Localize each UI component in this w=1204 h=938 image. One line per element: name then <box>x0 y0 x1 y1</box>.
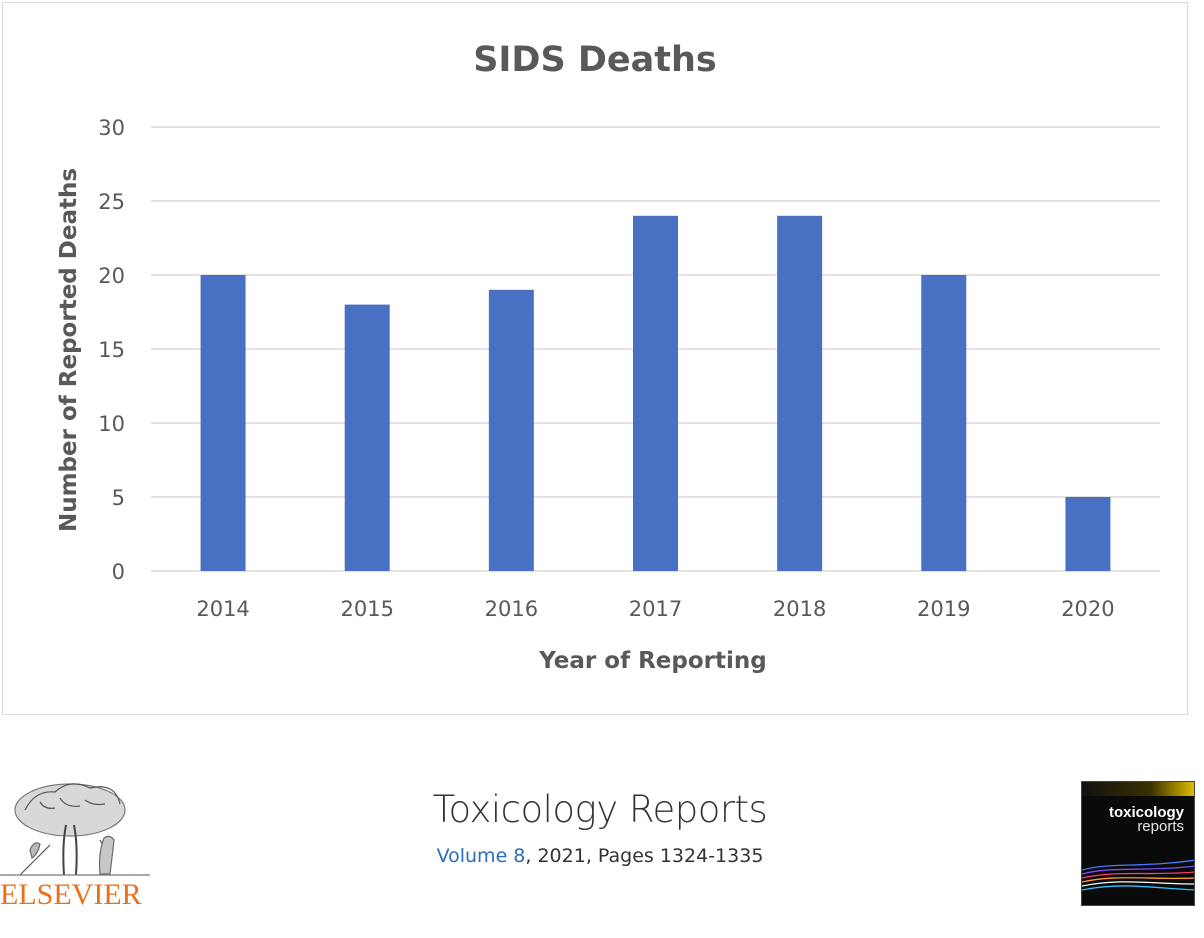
bar-2016 <box>488 289 534 571</box>
x-tick-label: 2020 <box>1061 597 1114 621</box>
article-footer: ELSEVIER Toxicology Reports Volume 8, 20… <box>0 770 1204 930</box>
y-axis-ticks: 0 5 10 15 20 25 30 <box>98 116 125 584</box>
x-tick-label: 2019 <box>917 597 970 621</box>
journal-title[interactable]: Toxicology Reports <box>432 788 768 831</box>
y-tick-label: 30 <box>98 116 125 140</box>
elsevier-wordmark: ELSEVIER <box>0 878 142 911</box>
cover-title-line1: toxicology <box>1108 804 1184 821</box>
citation-line: Volume 8, 2021, Pages 1324-1335 <box>300 845 900 867</box>
x-tick-label: 2015 <box>340 597 393 621</box>
chart-container: SIDS Deaths 0 5 10 15 20 25 30 2014 2015 2016 201… <box>2 2 1188 715</box>
bar-2018 <box>777 215 823 572</box>
y-tick-label: 15 <box>98 338 125 362</box>
x-tick-label: 2014 <box>196 597 249 621</box>
y-tick-label: 5 <box>112 486 125 510</box>
cover-title: toxicology reports <box>1108 804 1184 835</box>
bar-2017 <box>633 215 678 572</box>
y-axis-label: Number of Reported Deaths <box>56 168 82 532</box>
x-axis-ticks: 2014 2015 2016 2017 2018 2019 2020 <box>196 597 1114 621</box>
x-tick-label: 2018 <box>773 597 826 621</box>
cover-title-line2: reports <box>1137 818 1184 835</box>
bar-2014 <box>200 275 246 571</box>
elsevier-tree-logo[interactable]: ELSEVIER <box>0 780 150 911</box>
y-tick-label: 25 <box>98 190 125 214</box>
journal-info: Toxicology Reports Volume 8, 2021, Pages… <box>300 788 900 867</box>
tree-icon <box>0 783 150 876</box>
journal-cover-thumbnail[interactable]: toxicology reports <box>1081 781 1195 906</box>
volume-link[interactable]: Volume 8 <box>436 845 526 867</box>
bar-2019 <box>921 275 967 571</box>
bars <box>200 215 1111 572</box>
y-tick-label: 20 <box>98 264 125 288</box>
cover-artwork <box>1082 859 1194 891</box>
y-tick-label: 10 <box>98 412 125 436</box>
x-axis-label: Year of Reporting <box>538 648 766 674</box>
cover-banner <box>1082 782 1194 796</box>
x-tick-label: 2017 <box>629 597 682 621</box>
chart-title: SIDS Deaths <box>473 40 717 80</box>
bar-2020 <box>1065 497 1111 571</box>
citation-details: , 2021, Pages 1324-1335 <box>525 845 764 867</box>
bar-2015 <box>344 304 390 571</box>
x-tick-label: 2016 <box>485 597 538 621</box>
y-tick-label: 0 <box>112 560 125 584</box>
